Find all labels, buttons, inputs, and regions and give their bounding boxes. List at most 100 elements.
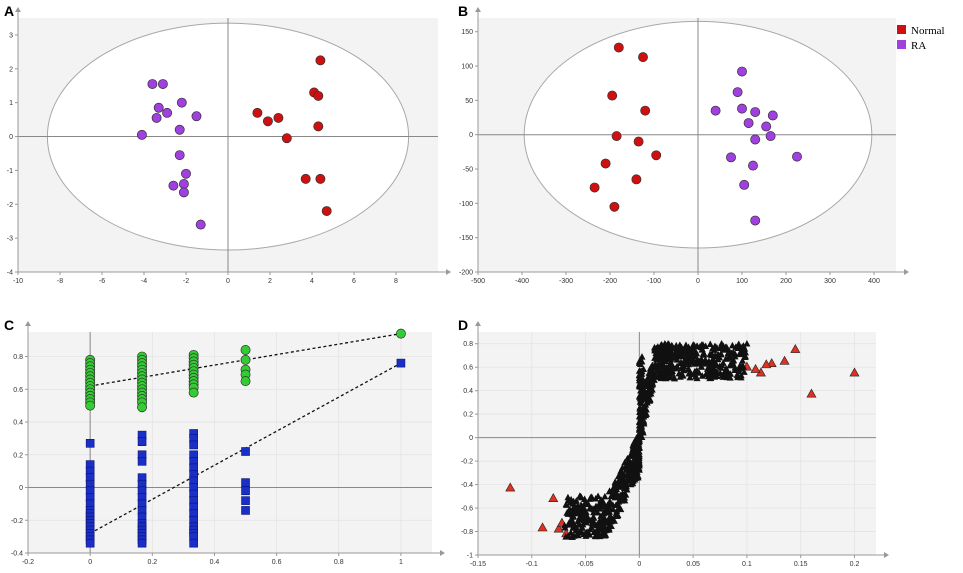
panel-a-point-ra (153, 102, 164, 113)
panel-label-b: B (458, 3, 468, 19)
panel-d-point-all-variables (661, 340, 669, 347)
panel-d-point-all-variables (601, 508, 609, 516)
panel-d-point-all-variables (709, 355, 717, 363)
panel-d-point-all-variables (588, 519, 596, 527)
panel-c-point-r2 (395, 328, 406, 339)
panel-d-point-selected-variables (806, 388, 817, 398)
panel-d-point-all-variables (702, 370, 710, 378)
panel-d-point-all-variables (657, 347, 665, 355)
panel-a-point-normal (273, 112, 284, 123)
legend-label-ra: RA (911, 40, 926, 52)
panel-d-point-all-variables (663, 347, 671, 355)
panel-c-x-tick-label: -0.2 (22, 559, 34, 566)
panel-d-point-all-variables (655, 371, 663, 379)
panel-d-point-all-variables (667, 359, 675, 367)
panel-d-point-all-variables (684, 365, 692, 373)
panel-d-point-all-variables (642, 394, 650, 401)
panel-d-x-tick-label: 0.05 (686, 561, 700, 568)
panel-d-point-all-variables (654, 355, 662, 362)
panel-d-point-all-variables (652, 373, 660, 380)
panel-a-x-tick-label: -6 (99, 278, 105, 285)
panel-d-x-tick-label: -0.15 (470, 561, 486, 568)
panel-b-point-ra (737, 66, 747, 77)
legend-label-normal: Normal (911, 25, 945, 37)
panel-d-point-all-variables (626, 471, 634, 478)
panel-d-y-axis-arrow (475, 321, 481, 326)
panel-d-point-all-variables (708, 368, 716, 376)
panel-label-c: C (4, 317, 14, 333)
panel-d-point-all-variables (689, 341, 697, 348)
panel-d-point-all-variables (612, 511, 620, 518)
panel-d-point-all-variables (678, 352, 686, 360)
panel-d-x-tick-label: 0.15 (794, 561, 808, 568)
panel-d-point-all-variables (708, 363, 716, 371)
panel-c-point-q2 (396, 358, 406, 368)
panel-d-y-tick-label: -0.8 (461, 529, 473, 536)
panel-a-y-tick-label: -1 (7, 168, 13, 175)
panel-d-point-all-variables (567, 517, 575, 524)
panel-d-point-all-variables (699, 358, 707, 366)
panel-d-point-all-variables (735, 340, 743, 348)
panel-d-point-all-variables (642, 377, 650, 384)
panel-d-point-selected-variables (548, 493, 559, 502)
panel-d-point-all-variables (720, 371, 728, 378)
panel-b-x-tick-label: -500 (471, 278, 485, 285)
panel-d-point-all-variables (706, 340, 714, 347)
panel-b-x-tick-label: -300 (559, 278, 573, 285)
panel-d-point-all-variables (618, 464, 626, 471)
panel-d-point-all-variables (586, 504, 594, 512)
panel-b-x-tick-label: 200 (780, 278, 792, 285)
panel-c-y-tick-label: 0.6 (13, 387, 23, 394)
legend: Normal RA (897, 25, 945, 52)
panel-c-y-tick-label: -0.2 (11, 518, 23, 525)
panel-d-point-selected-variables (790, 343, 801, 353)
panel-b-point-normal (633, 136, 644, 147)
panel-d-s-plot: -0.15 -0.1 -0.05 0 0.05 0.1 0.15 0.2 -1 -0.8 -0.6 -… (461, 321, 889, 568)
panel-d-point-all-variables (685, 350, 693, 358)
panel-d-point-all-variables (589, 513, 597, 520)
panel-b-point-normal (589, 182, 600, 193)
panel-d-point-all-variables (635, 367, 643, 374)
panel-d-point-all-variables (743, 339, 751, 347)
panel-d-point-all-variables (647, 387, 655, 394)
panel-d-point-selected-variables (553, 523, 564, 533)
panel-b-y-tick-label: 100 (461, 64, 473, 71)
panel-d-point-all-variables (620, 484, 628, 492)
panel-b-point-normal (651, 150, 662, 161)
panel-d-point-all-variables (606, 515, 614, 523)
panel-a-point-ra (178, 178, 189, 189)
panel-d-y-tick-label: 0 (469, 435, 473, 442)
panel-b-point-normal (638, 52, 648, 63)
panel-c-x-tick-label: 0.8 (334, 559, 344, 566)
panel-d-point-all-variables (736, 362, 744, 369)
panel-d-point-all-variables (606, 497, 614, 505)
panel-d-point-all-variables (634, 455, 642, 462)
panel-d-point-all-variables (739, 342, 747, 349)
panel-d-point-all-variables (635, 412, 643, 420)
panel-c-point-q2 (137, 457, 147, 466)
panel-d-y-tick-label: -0.2 (461, 459, 473, 466)
panel-d-point-all-variables (675, 369, 683, 377)
panel-c-point-q2 (85, 439, 95, 448)
panel-d-point-all-variables (582, 515, 590, 523)
panel-b-point-normal (609, 201, 620, 212)
panel-d-point-all-variables (572, 526, 580, 534)
panel-b-y-tick-label: 50 (465, 98, 473, 105)
panel-b-point-normal (640, 105, 651, 116)
panel-c-point-r2 (240, 345, 251, 355)
panel-c-x-tick-label: 0 (88, 559, 92, 566)
panel-a-point-ra (147, 79, 158, 89)
panel-b-x-tick-label: 300 (824, 278, 836, 285)
panel-a-x-tick-label: -8 (57, 278, 63, 285)
panel-d-point-all-variables (561, 524, 569, 531)
panel-d-point-all-variables (637, 386, 645, 394)
panel-d-point-all-variables (716, 362, 724, 370)
panel-d-point-all-variables (581, 498, 589, 506)
panel-c-point-r2 (188, 387, 199, 398)
panel-a-point-ra (151, 112, 162, 123)
panel-d-point-all-variables (569, 508, 577, 516)
panel-d-point-all-variables (691, 367, 699, 375)
panel-b-y-tick-label: -100 (459, 201, 473, 208)
panel-c-y-axis-arrow (25, 321, 31, 326)
